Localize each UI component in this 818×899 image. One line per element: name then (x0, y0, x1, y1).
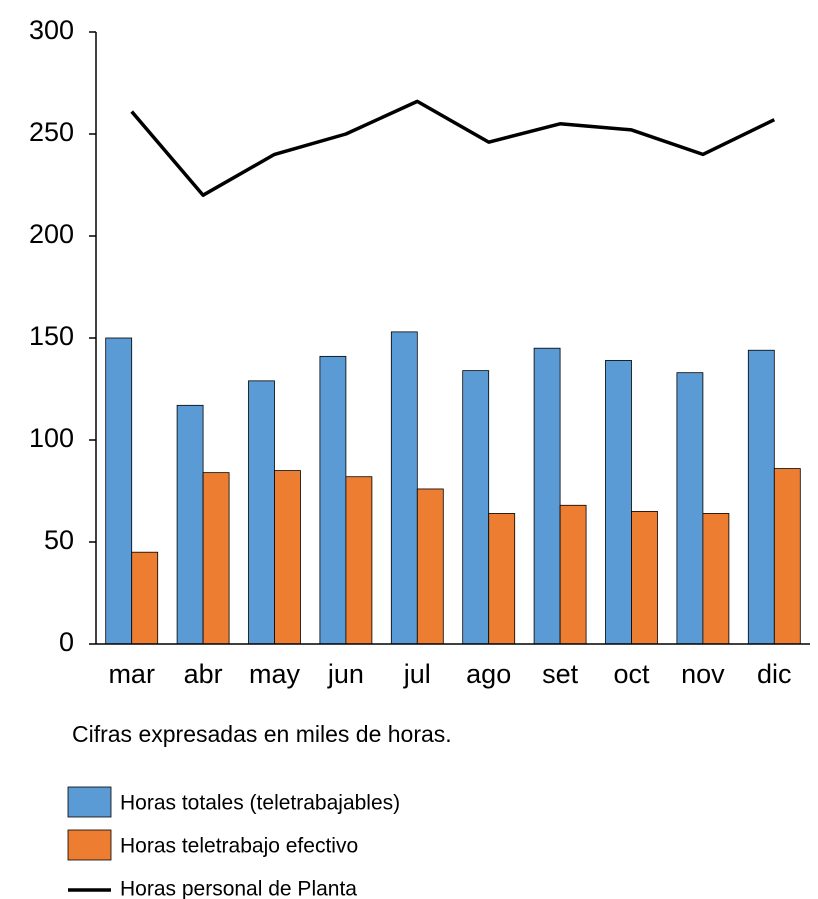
x-tick-label: mar (108, 659, 155, 689)
legend-swatch (67, 829, 112, 861)
bar (319, 355, 347, 645)
bar (747, 349, 775, 645)
y-tick-label: 100 (29, 423, 74, 453)
x-tick-label: jun (327, 659, 364, 689)
bar (773, 468, 801, 645)
bar (416, 488, 444, 645)
y-tick-label: 200 (29, 219, 74, 249)
x-tick-label: set (542, 659, 579, 689)
y-tick-label: 50 (44, 525, 74, 555)
y-tick-label: 0 (59, 627, 74, 657)
x-tick-label: dic (757, 659, 792, 689)
bar (533, 347, 561, 645)
bar (676, 372, 704, 645)
bar (274, 470, 301, 645)
x-tick-label: may (249, 659, 301, 689)
bar (488, 513, 516, 645)
x-tick-label: ago (466, 659, 511, 689)
x-tick-label: abr (184, 659, 223, 689)
y-tick-label: 150 (29, 321, 74, 351)
x-tick-label: oct (613, 659, 650, 689)
y-tick-label: 300 (29, 15, 74, 45)
bar (462, 370, 490, 645)
bar (248, 380, 275, 645)
bar (559, 504, 587, 645)
bar (202, 472, 230, 645)
legend-swatch (67, 786, 112, 818)
bar (131, 551, 159, 645)
bar (390, 331, 418, 645)
legend-label: Horas teletrabajo efectivo (120, 835, 358, 858)
x-tick-label: nov (681, 659, 725, 689)
bar (345, 476, 373, 645)
y-tick-label: 250 (29, 117, 74, 147)
line (130, 99, 776, 197)
bar (605, 360, 632, 645)
legend-label: Horas totales (teletrabajables) (120, 792, 400, 815)
bar (105, 337, 133, 645)
bar (631, 510, 658, 645)
legend-label: Horas personal de Planta (120, 878, 357, 899)
bar (176, 404, 204, 645)
bar (702, 513, 730, 645)
x-tick-label: jul (403, 659, 431, 689)
note: Cifras expresadas en miles de horas. (72, 721, 452, 747)
